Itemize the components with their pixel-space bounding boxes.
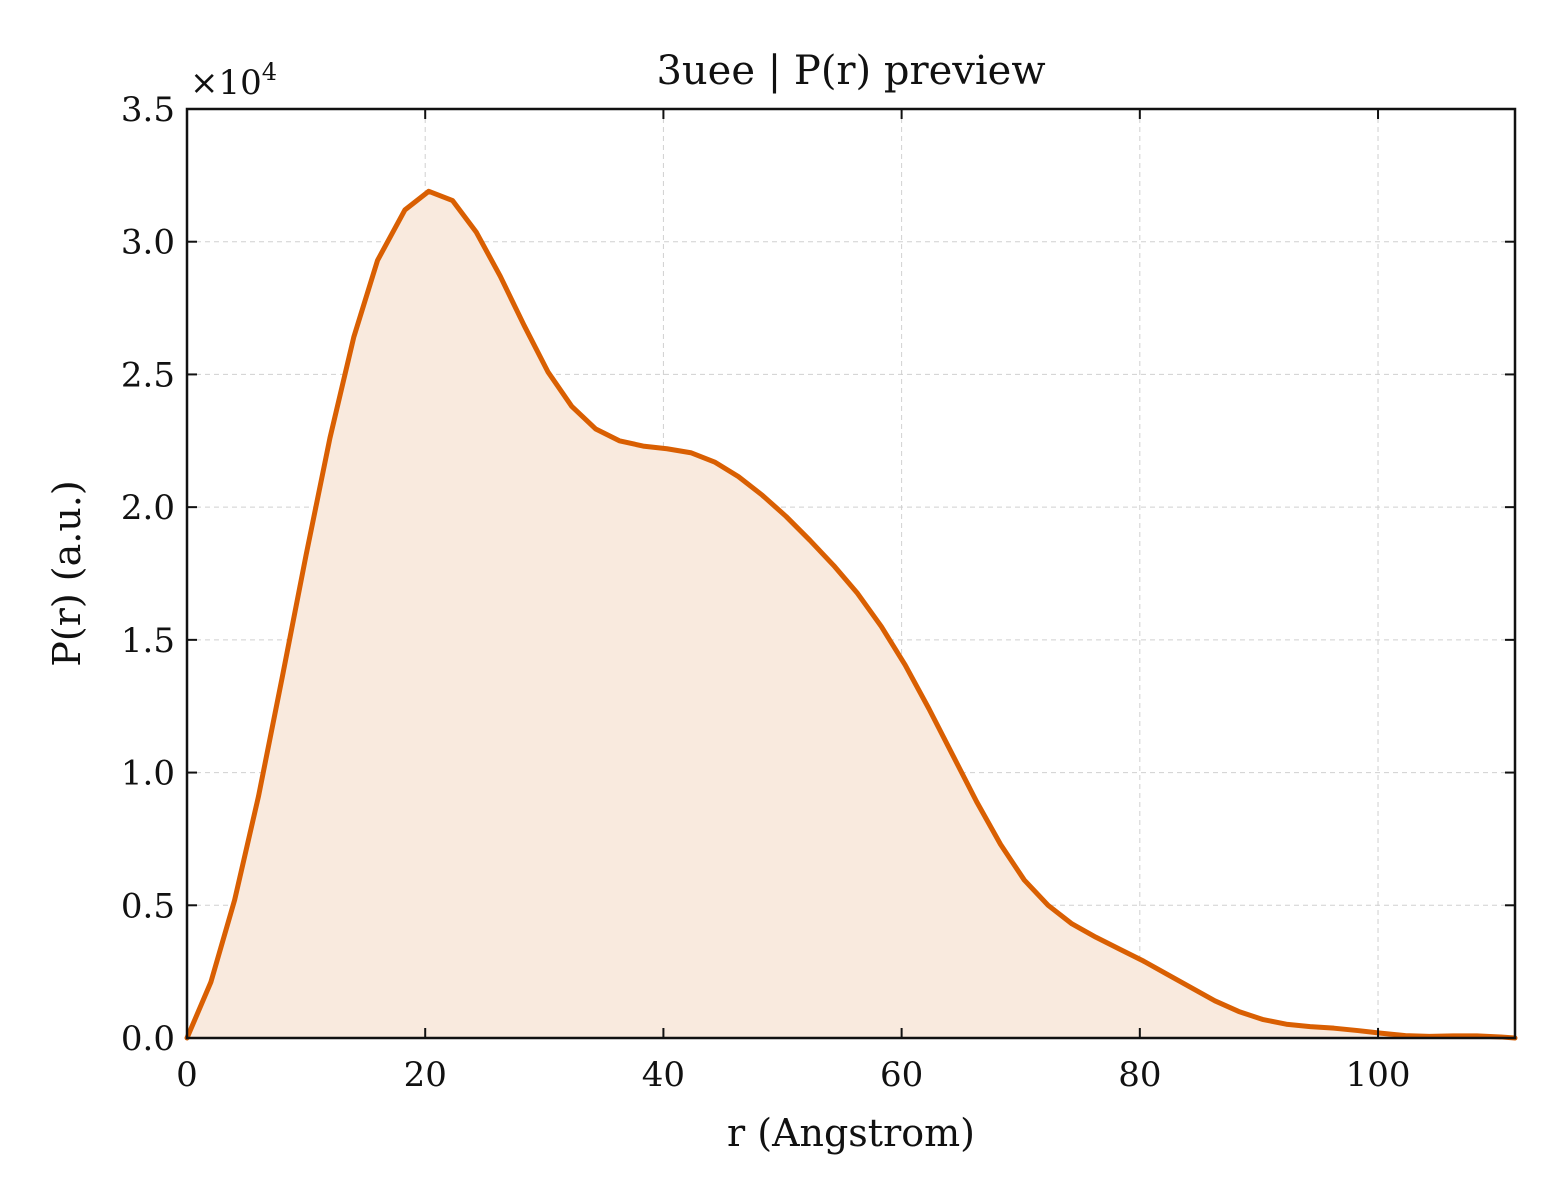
y-tick-label: 3.0 [121, 223, 175, 263]
series-line [184, 188, 1518, 1041]
y-tick-label: 1.0 [121, 754, 175, 794]
y-axis-multiplier-exponent: 4 [262, 58, 277, 86]
y-tick-label: 1.5 [121, 621, 175, 661]
x-tick-label: 20 [404, 1055, 447, 1095]
y-tick-label: 0.0 [121, 1019, 175, 1059]
x-tick-label: 60 [880, 1055, 923, 1095]
x-tick-label: 0 [176, 1055, 198, 1095]
y-tick-label: 2.0 [121, 488, 175, 528]
chart-title: 3uee | P(r) preview [656, 48, 1045, 94]
y-tick-label: 3.5 [121, 90, 175, 130]
x-axis-label: r (Angstrom) [727, 1111, 975, 1155]
x-tick-label: 40 [642, 1055, 685, 1095]
y-tick-label: 2.5 [121, 355, 175, 395]
series-area-fill [187, 191, 1515, 1038]
x-tick-label: 80 [1118, 1055, 1161, 1095]
y-tick-label: 0.5 [121, 886, 175, 926]
y-axis-multiplier-base: ×10 [190, 63, 262, 103]
plot-frame [185, 107, 1517, 1040]
y-axis-label: P(r) (a.u.) [45, 480, 89, 666]
y-axis-multiplier: ×104 [190, 58, 277, 103]
ticks: 0 20 40 60 80 100 0.0 0.5 1.0 1.5 2.0 2.5 3.0 3.5 [121, 90, 1515, 1095]
x-tick-label: 100 [1346, 1055, 1411, 1095]
